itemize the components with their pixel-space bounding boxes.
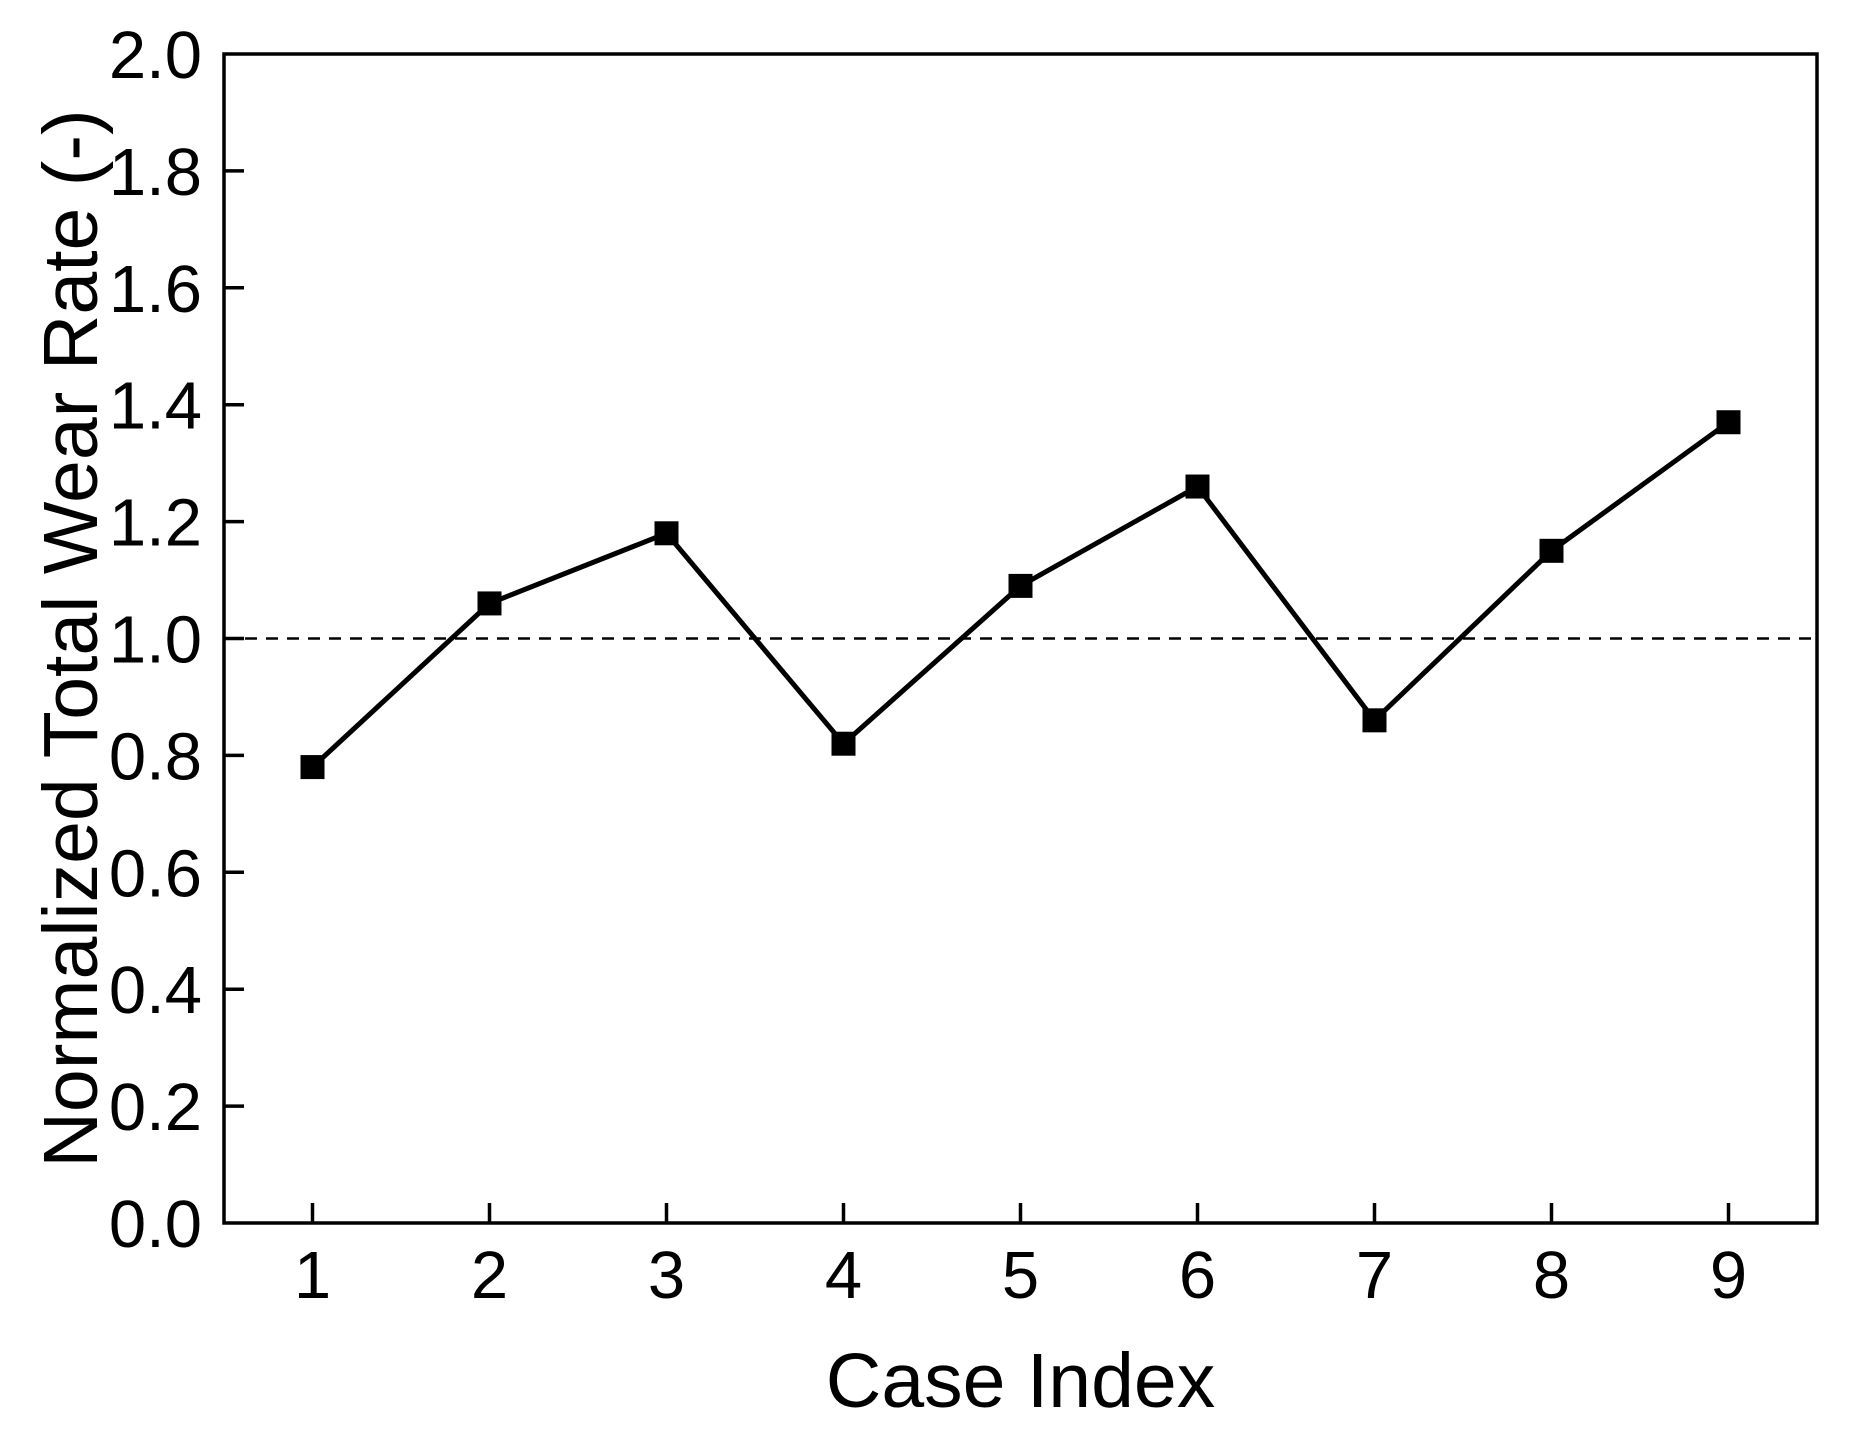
y-tick-label: 0.6 [109, 836, 202, 911]
x-tick-label: 1 [294, 1238, 331, 1313]
plot-border [222, 52, 1819, 1225]
data-point-marker [1539, 538, 1564, 563]
y-axis-title: Normalized Total Wear Rate (-) [28, 109, 114, 1167]
x-axis-title: Case Index [826, 1338, 1216, 1424]
x-tick-label: 4 [825, 1238, 862, 1313]
data-point-marker [831, 731, 856, 756]
x-tick-label: 7 [1356, 1238, 1393, 1313]
y-tick-label: 1.4 [109, 369, 202, 444]
data-point-marker [1362, 708, 1387, 733]
y-tick-label: 2.0 [109, 18, 202, 93]
data-point-marker [654, 521, 679, 546]
x-tick-label: 8 [1533, 1238, 1570, 1313]
y-tick-label: 0.4 [109, 953, 202, 1028]
y-tick-label: 1.2 [109, 486, 202, 561]
data-point-marker [1716, 410, 1741, 435]
x-tick-label: 6 [1179, 1238, 1216, 1313]
plot-area: 0.0 0.2 0.4 0.6 0.8 1.0 1.2 1.4 1.6 1.8 2.0 1 2 3 4 5 6 7… [109, 18, 1819, 1313]
y-tick-label: 0.2 [109, 1070, 202, 1145]
data-point-marker [1185, 474, 1210, 499]
y-tick-label: 0.0 [109, 1187, 202, 1262]
y-tick-label: 1.8 [109, 135, 202, 210]
data-point-marker [300, 755, 325, 780]
x-tick-label: 9 [1710, 1238, 1747, 1313]
x-tick-label: 3 [648, 1238, 685, 1313]
data-point-marker [477, 591, 502, 616]
data-point-marker [1008, 573, 1033, 598]
x-tick-label: 2 [471, 1238, 508, 1313]
y-tick-label: 1.0 [109, 603, 202, 678]
y-tick-label: 1.6 [109, 252, 202, 327]
x-tick-label: 5 [1002, 1238, 1039, 1313]
y-tick-label: 0.8 [109, 719, 202, 794]
